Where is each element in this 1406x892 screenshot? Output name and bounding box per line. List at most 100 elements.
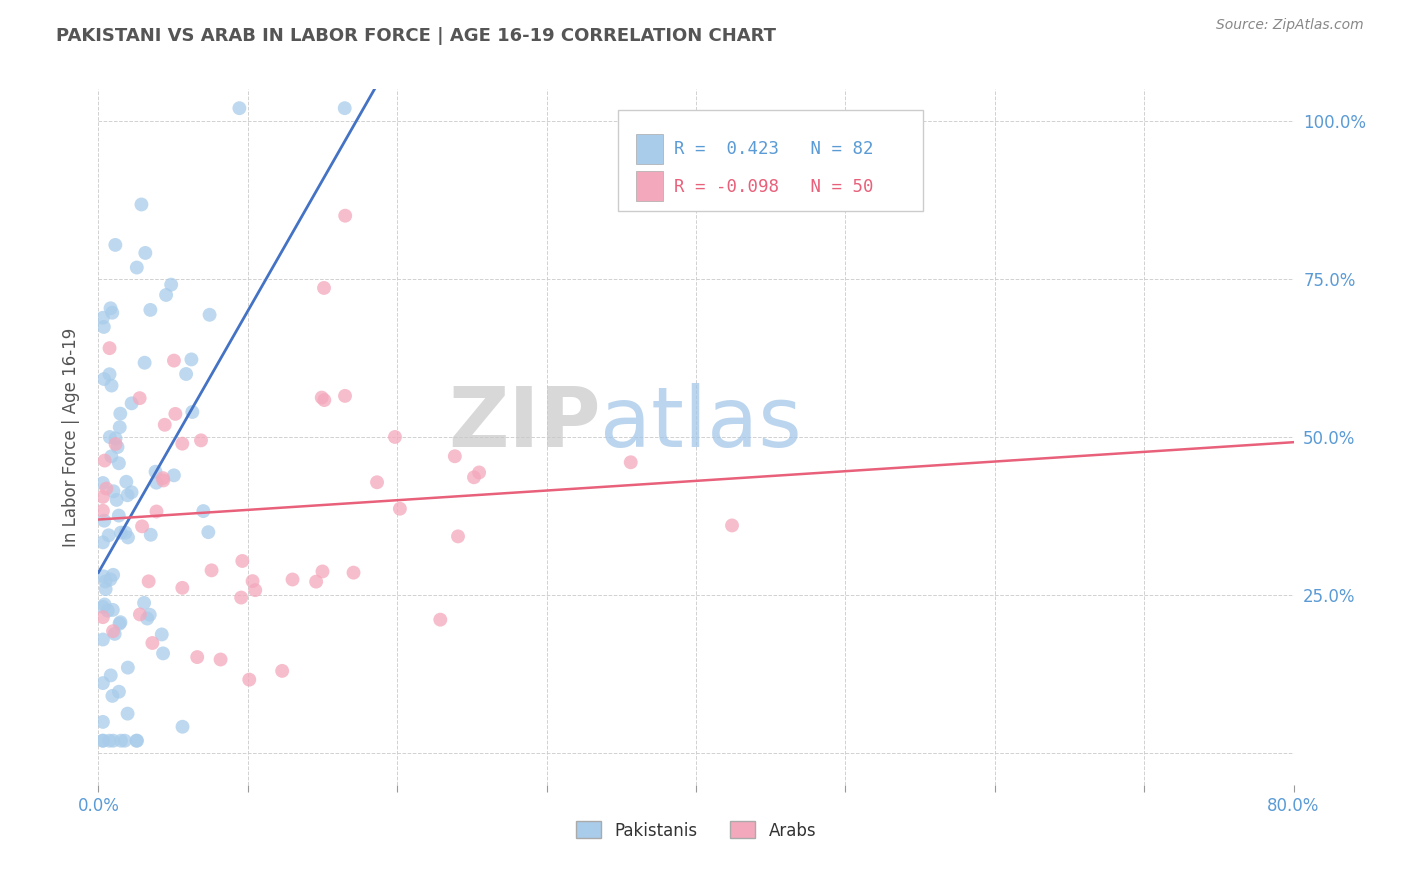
Point <box>186 650 208 665</box>
Point <box>107 508 129 523</box>
Point <box>93 514 115 528</box>
Point <box>384 430 406 444</box>
Point <box>101 624 124 639</box>
Text: R = -0.098   N = 50: R = -0.098 N = 50 <box>675 178 875 195</box>
Point <box>172 581 194 595</box>
Point <box>463 470 485 484</box>
Point <box>100 450 122 464</box>
Text: atlas: atlas <box>600 383 801 464</box>
Point <box>447 529 470 543</box>
Point <box>110 615 132 630</box>
Point <box>165 407 187 421</box>
Point <box>101 306 124 320</box>
Point <box>98 430 121 444</box>
Point <box>93 598 115 612</box>
Point <box>342 566 364 580</box>
Point <box>181 405 204 419</box>
Point <box>121 396 143 410</box>
Point <box>91 733 114 747</box>
Point <box>163 353 186 368</box>
Point <box>121 485 143 500</box>
Point <box>231 591 253 605</box>
Point <box>91 310 114 325</box>
Point <box>136 611 159 625</box>
Point <box>163 468 186 483</box>
Point <box>145 504 167 518</box>
Point <box>152 474 174 488</box>
Point <box>125 733 148 747</box>
Point <box>98 733 121 747</box>
Point <box>91 475 114 490</box>
Point <box>110 407 132 421</box>
Point <box>104 238 127 252</box>
Point <box>104 431 127 445</box>
Point <box>110 525 132 540</box>
Point <box>108 616 131 631</box>
Point <box>93 569 115 583</box>
Point <box>117 706 139 721</box>
Point <box>134 246 156 260</box>
Point <box>110 733 132 747</box>
Point <box>108 684 131 698</box>
Point <box>100 668 122 682</box>
Text: ZIP: ZIP <box>449 383 600 464</box>
Point <box>200 563 222 577</box>
Point <box>101 689 124 703</box>
Point <box>125 260 148 275</box>
Point <box>190 434 212 448</box>
Point <box>93 320 115 334</box>
Point <box>172 436 194 450</box>
Point <box>305 574 328 589</box>
Point <box>97 604 120 618</box>
Point <box>138 574 160 589</box>
Bar <box>637 171 662 201</box>
Point <box>152 646 174 660</box>
Point <box>131 519 153 533</box>
Point <box>98 341 121 355</box>
Point <box>115 475 138 489</box>
Point <box>333 101 356 115</box>
Point <box>145 475 167 490</box>
Point <box>128 391 150 405</box>
Point <box>153 417 176 432</box>
Point <box>101 567 124 582</box>
Point <box>117 660 139 674</box>
Point <box>160 277 183 292</box>
Text: R =  0.423   N = 82: R = 0.423 N = 82 <box>675 140 875 158</box>
Point <box>193 504 215 518</box>
Point <box>139 607 162 622</box>
Bar <box>637 135 662 163</box>
Point <box>335 209 357 223</box>
Point <box>96 482 118 496</box>
Point <box>91 676 114 690</box>
Point <box>145 465 167 479</box>
Point <box>93 372 115 386</box>
Point <box>91 610 114 624</box>
Point <box>197 525 219 540</box>
Point <box>131 197 153 211</box>
Y-axis label: In Labor Force | Age 16-19: In Labor Force | Age 16-19 <box>62 327 80 547</box>
Point <box>174 367 197 381</box>
Point <box>101 603 124 617</box>
Point <box>114 525 136 540</box>
Point <box>238 673 260 687</box>
Point <box>150 627 173 641</box>
Point <box>105 492 128 507</box>
Point <box>245 583 267 598</box>
Point <box>104 437 127 451</box>
Point <box>139 302 162 317</box>
Point <box>209 652 232 666</box>
Point <box>91 504 114 518</box>
Point <box>281 573 304 587</box>
Point <box>311 391 333 405</box>
Point <box>100 301 122 316</box>
Point <box>100 378 122 392</box>
Point <box>228 101 250 115</box>
Point <box>468 466 491 480</box>
Point <box>139 528 162 542</box>
Point <box>91 599 114 614</box>
Point <box>103 733 125 747</box>
Point <box>366 475 388 490</box>
Legend: Pakistanis, Arabs: Pakistanis, Arabs <box>569 814 823 847</box>
Point <box>107 440 129 454</box>
